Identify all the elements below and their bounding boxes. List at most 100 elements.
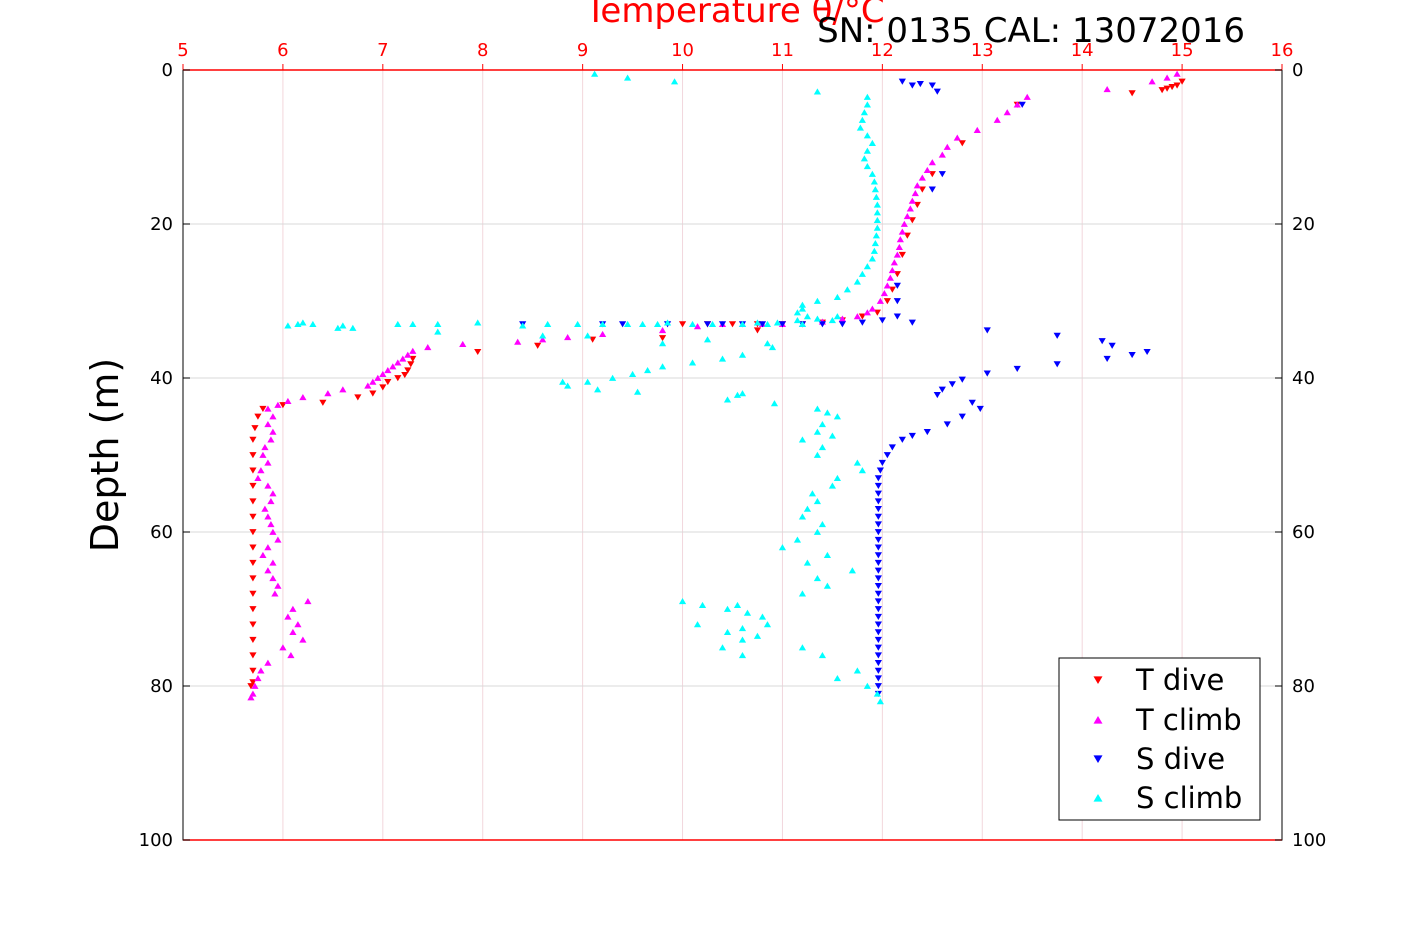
data-point	[354, 394, 362, 401]
data-point	[404, 367, 412, 374]
data-point	[409, 320, 417, 327]
data-point	[943, 421, 951, 428]
data-point	[858, 116, 866, 123]
data-point	[874, 490, 882, 497]
data-point	[584, 332, 592, 339]
data-point	[976, 405, 984, 413]
data-point	[304, 598, 312, 605]
data-point	[878, 459, 886, 466]
data-point	[858, 270, 866, 277]
y-axis-label: Depth (m)	[83, 358, 127, 553]
data-point	[898, 228, 906, 235]
serial-annotation: SN: 0135 CAL: 13072016	[817, 11, 1245, 51]
data-point	[249, 652, 257, 659]
data-point	[833, 675, 842, 682]
data-point	[653, 320, 662, 327]
data-point	[798, 436, 807, 443]
data-point	[728, 321, 737, 328]
series-s-climb	[284, 70, 884, 705]
data-point	[983, 327, 991, 334]
data-point	[384, 378, 392, 386]
data-point	[863, 93, 871, 100]
x-tick-label: 10	[671, 40, 694, 61]
data-point	[723, 628, 732, 635]
data-point	[808, 490, 817, 497]
data-point	[584, 378, 592, 385]
y-tick-label-right: 60	[1292, 522, 1315, 543]
data-point	[874, 598, 882, 605]
data-point	[1053, 361, 1061, 368]
data-point	[848, 567, 856, 574]
data-point	[908, 197, 916, 204]
data-point	[874, 613, 882, 620]
data-point	[249, 436, 257, 443]
data-point	[993, 116, 1001, 123]
data-point	[874, 552, 882, 559]
y-tick-label-left: 100	[139, 830, 173, 851]
data-point	[1128, 90, 1136, 97]
data-point	[1103, 86, 1111, 93]
data-point	[339, 322, 347, 329]
data-point	[324, 390, 332, 397]
data-point	[539, 332, 547, 339]
data-point	[874, 652, 882, 659]
data-point	[938, 171, 946, 178]
data-point	[911, 189, 919, 197]
data-point	[958, 413, 966, 420]
data-point	[793, 317, 802, 324]
data-point	[259, 551, 267, 558]
data-point	[591, 70, 599, 77]
data-point	[873, 201, 881, 208]
data-point	[723, 605, 732, 612]
data-point	[1108, 342, 1116, 349]
data-point	[758, 321, 767, 328]
data-point	[249, 575, 257, 582]
x-tick-label: 14	[1071, 40, 1094, 61]
data-point	[733, 391, 742, 398]
y-tick-label-right: 100	[1292, 830, 1326, 851]
data-point	[693, 323, 702, 330]
data-point	[803, 313, 812, 320]
data-point	[943, 143, 951, 150]
data-point	[309, 320, 317, 327]
y-tick-label-left: 20	[150, 214, 173, 235]
data-point	[271, 590, 279, 597]
data-point	[279, 644, 287, 651]
data-point	[1168, 84, 1176, 91]
data-point	[888, 444, 896, 451]
data-point	[251, 682, 259, 689]
data-point	[900, 220, 908, 227]
data-point	[269, 574, 277, 582]
data-point	[249, 621, 257, 628]
data-point	[890, 259, 898, 266]
data-point	[833, 313, 842, 320]
data-point	[770, 400, 779, 407]
data-point	[928, 159, 936, 166]
data-point	[798, 305, 807, 312]
data-point	[261, 505, 269, 512]
data-point	[474, 348, 482, 356]
data-point	[369, 378, 377, 385]
data-point	[863, 163, 871, 170]
data-point	[678, 321, 687, 328]
data-point	[860, 109, 868, 116]
data-point	[404, 351, 412, 358]
data-point	[564, 382, 572, 389]
data-point	[768, 343, 777, 351]
legend-label-t-dive: T dive	[1135, 663, 1224, 697]
data-point	[873, 690, 881, 697]
data-point	[1173, 82, 1181, 89]
data-point	[349, 324, 357, 331]
data-point	[838, 315, 846, 322]
data-point	[703, 336, 712, 343]
y-tick-label-left: 80	[150, 676, 173, 697]
data-point	[813, 451, 822, 458]
data-point	[853, 459, 861, 466]
data-point	[863, 132, 871, 139]
data-point	[688, 320, 697, 327]
data-point	[872, 193, 880, 200]
data-point	[893, 298, 901, 305]
data-point	[895, 243, 903, 250]
data-point	[874, 506, 882, 513]
data-point	[874, 536, 882, 543]
